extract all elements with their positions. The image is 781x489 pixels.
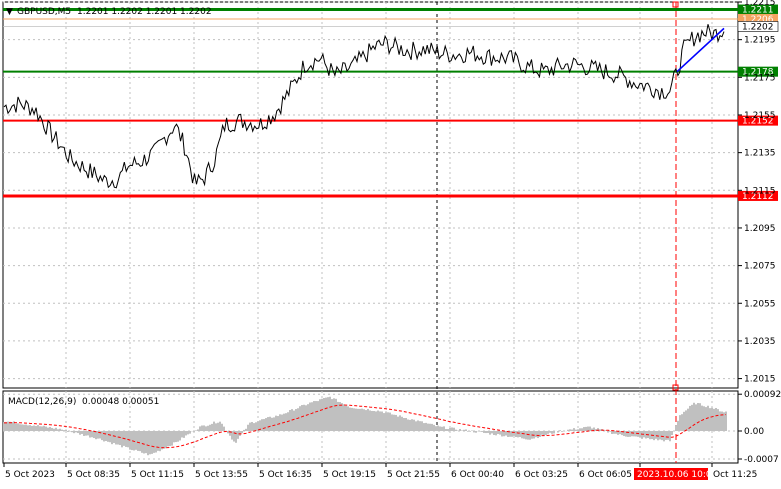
current-price-tag (737, 21, 779, 32)
macd-signal-line (4, 404, 727, 449)
symbol-label: GBPUSD,M5 (17, 7, 71, 17)
trend-line[interactable] (676, 27, 725, 73)
time-tick-label: 6 Oct 06:05 (579, 470, 632, 480)
macd-series (3, 396, 727, 456)
macd-tick-label: 0.00092 (744, 390, 781, 400)
time-tick-label: 5 Oct 11:15 (131, 470, 184, 480)
macd-values: 0.00048 0.00051 (82, 397, 159, 407)
price-tick-label: 1.2215 (744, 0, 776, 8)
level-label-1.2211: 1.2211 (742, 6, 774, 16)
price-axis: 1.2215 1.2195 1.2175 1.2155 1.2135 1.2115 1.20… (738, 0, 781, 465)
level-tag-1.2206 (738, 13, 778, 24)
price-tick-label: 1.2095 (744, 224, 776, 234)
time-tick-label: 6 Oct 00:40 (451, 470, 504, 480)
time-tick-label: Oct 11:25 (713, 470, 757, 480)
price-tick-label: 1.2075 (744, 262, 776, 272)
level-tag-1.2178 (738, 66, 778, 77)
price-tick-label: 1.2135 (744, 149, 776, 159)
price-tick-label: 1.2055 (744, 299, 776, 309)
level-tag-1.2152 (738, 115, 778, 126)
price-tick-label: 1.2115 (744, 186, 776, 196)
level-label-1.2178: 1.2178 (742, 68, 774, 78)
time-tick-label: 5 Oct 19:15 (323, 470, 376, 480)
event-marker-top (672, 1, 679, 8)
price-tick-label: 1.2195 (744, 36, 776, 46)
level-tag-1.2211 (738, 4, 778, 15)
time-axis: 5 Oct 2023 5 Oct 08:35 5 Oct 11:15 5 Oct 13… (3, 463, 757, 480)
time-tick-label: 6 Oct 03:25 (515, 470, 568, 480)
time-tick-label: 5 Oct 21:55 (387, 470, 440, 480)
time-tick-label: 5 Oct 13:55 (195, 470, 248, 480)
level-label-1.2112: 1.2112 (742, 192, 774, 202)
time-tick-label: 2023.10.06 10:05 (637, 470, 717, 480)
menu-dropdown-icon[interactable]: ▼ (6, 7, 13, 17)
event-marker-bottom (672, 384, 679, 391)
level-label-1.2206: 1.2206 (742, 15, 774, 25)
ohlc-values: 1.2201 1.2202 1.2201 1.2202 (77, 7, 212, 17)
price-tick-label: 1.2015 (744, 375, 776, 385)
macd-tick-label: 0.00 (744, 427, 764, 437)
time-tick-label: 5 Oct 08:35 (67, 470, 120, 480)
price-line (3, 24, 725, 189)
price-series (3, 24, 725, 189)
time-tick-label: 5 Oct 2023 (5, 470, 55, 480)
time-highlight-tag (634, 468, 708, 480)
price-tick-label: 1.2035 (744, 337, 776, 347)
macd-label: MACD(12,26,9) (8, 397, 76, 407)
current-price-label: 1.2202 (742, 22, 774, 32)
macd-tick-label: -0.0007 (744, 455, 779, 465)
price-tick-label: 1.2175 (744, 73, 776, 83)
price-tick-label: 1.2155 (744, 111, 776, 121)
time-tick-label: 5 Oct 16:35 (259, 470, 312, 480)
level-label-1.2152: 1.2152 (742, 117, 774, 127)
level-tag-1.2112 (738, 190, 778, 201)
